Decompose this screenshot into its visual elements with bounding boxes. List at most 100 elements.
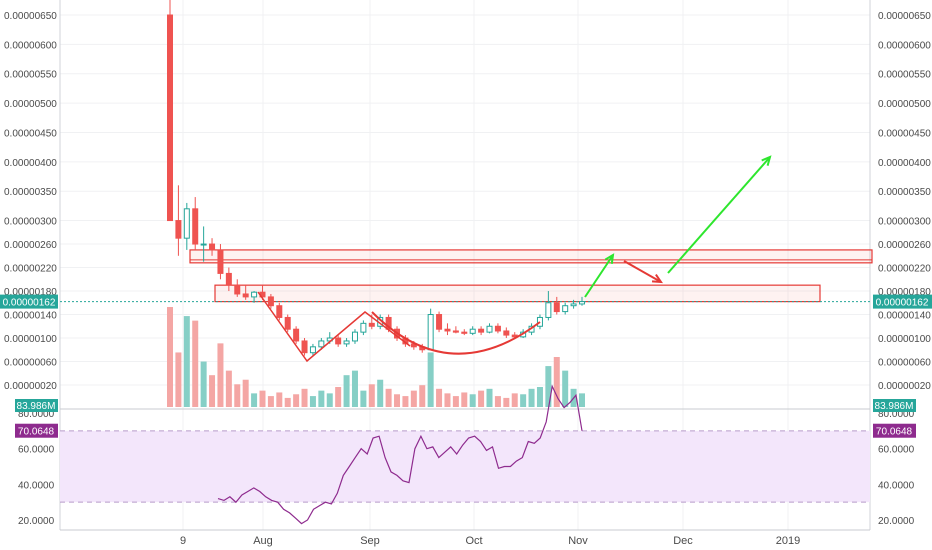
- volume-label-right: 83.986M: [875, 401, 914, 412]
- volume-bar: [545, 366, 552, 407]
- volume-bar: [368, 384, 375, 407]
- price-tick-label-right: 0.00000450: [878, 128, 931, 139]
- candle-body: [486, 325, 493, 333]
- price-tick-label-right: 0.00000260: [878, 240, 931, 251]
- candle-body: [242, 293, 249, 298]
- green-arrow-short: [584, 254, 614, 298]
- candle-body: [503, 330, 510, 336]
- rsi-tick-label-left: 80.0000: [18, 409, 55, 420]
- price-tick-label-right: 0.00000350: [878, 187, 931, 198]
- volume-bar: [276, 392, 283, 407]
- volume-bar: [452, 396, 459, 407]
- volume-bar: [394, 394, 401, 407]
- price-tick-label-right: 0.00000600: [878, 40, 931, 51]
- volume-bar: [528, 388, 535, 407]
- candle-body: [461, 331, 468, 334]
- candle-body: [570, 303, 577, 307]
- price-tick-label-right: 0.00000300: [878, 217, 931, 228]
- rsi-tick-label-left: 40.0000: [18, 480, 55, 491]
- candle-body: [469, 328, 476, 334]
- candle-body: [318, 340, 325, 348]
- price-tick-label-left: 0.00000300: [4, 217, 57, 228]
- price-tick-label-right: 0.00000180: [878, 287, 931, 298]
- candle-body: [545, 302, 552, 318]
- volume-bar: [200, 361, 207, 407]
- volume-bar: [242, 379, 249, 407]
- volume-badge-right: [873, 399, 916, 412]
- pattern-lines: [257, 155, 772, 363]
- volume-bar: [293, 394, 300, 407]
- candle-body: [444, 328, 451, 332]
- volume-bar: [494, 396, 501, 407]
- volume-bar: [377, 379, 384, 407]
- green-arrow-long: [667, 156, 771, 274]
- current-price-label-left: 0.00000162: [3, 298, 56, 309]
- time-tick-label: Aug: [253, 535, 273, 547]
- candle-body: [251, 291, 258, 298]
- rsi-badge-left: [15, 423, 58, 438]
- rsi-pane: [60, 384, 870, 525]
- volume-bar: [536, 387, 543, 407]
- time-tick-label: 9: [180, 535, 186, 547]
- candle-body: [343, 340, 350, 345]
- rsi-line: [217, 384, 583, 525]
- candle-body: [335, 337, 342, 345]
- green-arrow-long-head: [761, 155, 772, 166]
- price-tick-label-right: 0.00000400: [878, 158, 931, 169]
- candle-body: [562, 305, 569, 313]
- price-labels: 0.00000162 0.00000162 83.986M 83.986M 70.064…: [0, 294, 932, 438]
- volume-bar: [259, 390, 266, 407]
- volume-badge-left: [15, 399, 58, 412]
- volume-bar: [410, 390, 417, 407]
- time-tick-label: 2019: [776, 535, 800, 547]
- candle-body: [217, 249, 224, 274]
- candle-body: [267, 296, 274, 307]
- price-tick-label-left: 0.00000180: [4, 287, 57, 298]
- volume-bar: [167, 307, 173, 407]
- price-tick-label-left: 0.00000350: [4, 187, 57, 198]
- price-tick-label-left: 0.00000450: [4, 128, 57, 139]
- price-tick-label-right: 0.00000140: [878, 311, 931, 322]
- grid: [60, 0, 870, 530]
- candle-body: [553, 302, 560, 313]
- candle-body: [309, 346, 316, 354]
- price-tick-label-left: 0.00000400: [4, 158, 57, 169]
- volume-bar: [217, 343, 224, 407]
- volume-bar: [309, 396, 316, 407]
- volume-bar: [520, 394, 527, 407]
- volume-bar: [385, 388, 392, 407]
- volume-bar: [335, 387, 342, 407]
- price-tick-label-right: 0.00000650: [878, 11, 931, 22]
- rsi-value-label-right: 70.0648: [876, 427, 913, 438]
- candle-body: [494, 325, 501, 332]
- volume-bar: [318, 390, 325, 407]
- volume-bar: [511, 393, 518, 407]
- candle-body: [225, 272, 232, 286]
- rsi-tick-label-right: 40.0000: [878, 480, 915, 491]
- volume-bar: [461, 392, 468, 407]
- current-price-badge-right: [873, 294, 932, 309]
- price-tick-label-right: 0.00000100: [878, 334, 931, 345]
- candle-body: [200, 243, 207, 246]
- candle-body: [478, 328, 485, 333]
- candle-body: [452, 330, 459, 333]
- candle-body: [293, 328, 300, 342]
- resistance-zones: [60, 249, 873, 303]
- candle-body: [368, 322, 375, 327]
- price-tick-label-left: 0.00000260: [4, 240, 57, 251]
- volume-bar: [175, 352, 182, 407]
- volume-bar: [427, 352, 434, 407]
- rsi-tick-label-right: 20.0000: [878, 516, 915, 527]
- volume-bar: [234, 384, 241, 407]
- price-tick-label-right: 0.00000220: [878, 264, 931, 275]
- volume-bar: [183, 316, 190, 407]
- resistance-zone: [214, 284, 821, 303]
- time-tick-label: Nov: [568, 535, 588, 547]
- volume-bar: [444, 393, 451, 407]
- candle-body: [276, 305, 283, 318]
- cup-curve: [371, 311, 541, 355]
- candle-body: [175, 220, 182, 239]
- price-tick-label-left: 0.00000060: [4, 358, 57, 369]
- candle-body: [351, 331, 358, 342]
